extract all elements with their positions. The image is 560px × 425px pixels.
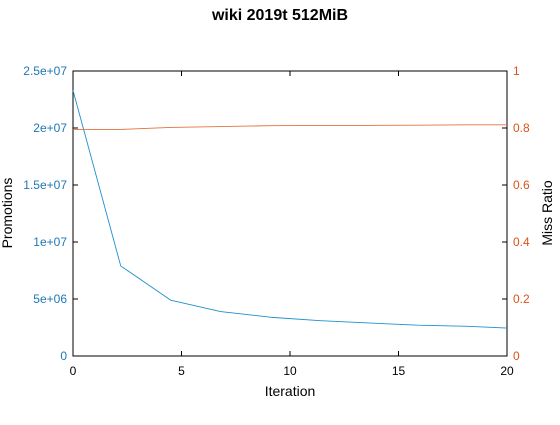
y-left-tick-label: 5e+06	[33, 292, 67, 306]
y-left-tick-label: 2.5e+07	[23, 64, 67, 78]
x-tick-label: 10	[283, 364, 297, 378]
y-left-tick-label: 2e+07	[33, 121, 67, 135]
y-right-tick-label: 0	[513, 349, 520, 363]
series-line-miss-ratio	[73, 124, 507, 130]
y-right-tick-label: 0.4	[513, 235, 530, 249]
plot-frame	[72, 70, 508, 357]
x-tick-label: 0	[70, 364, 77, 378]
y-right-tick-label: 0.2	[513, 292, 530, 306]
series-line-promotions	[72, 90, 508, 329]
y-axis-left-label: Promotions	[0, 178, 15, 249]
y-right-tick-label: 1	[513, 64, 520, 78]
axes-layer: 0 5 10 15 2005e+061e+071.5e+072e+072.5e+0700…	[23, 64, 530, 378]
x-tick-label: 5	[178, 364, 185, 378]
y-axis-right-label: Miss Ratio	[539, 180, 555, 246]
y-left-tick-label: 1.5e+07	[23, 178, 67, 192]
x-tick-label: 15	[392, 364, 406, 378]
y-left-tick-label: 0	[60, 349, 67, 363]
x-tick-label: 20	[500, 364, 514, 378]
y-right-tick-label: 0.6	[513, 178, 530, 192]
y-right-tick-label: 0.8	[513, 121, 530, 135]
y-left-tick-label: 1e+07	[33, 235, 67, 249]
x-axis-label: Iteration	[265, 383, 316, 399]
chart-title: wiki 2019t 512MiB	[211, 7, 348, 24]
series-layer	[72, 90, 508, 329]
